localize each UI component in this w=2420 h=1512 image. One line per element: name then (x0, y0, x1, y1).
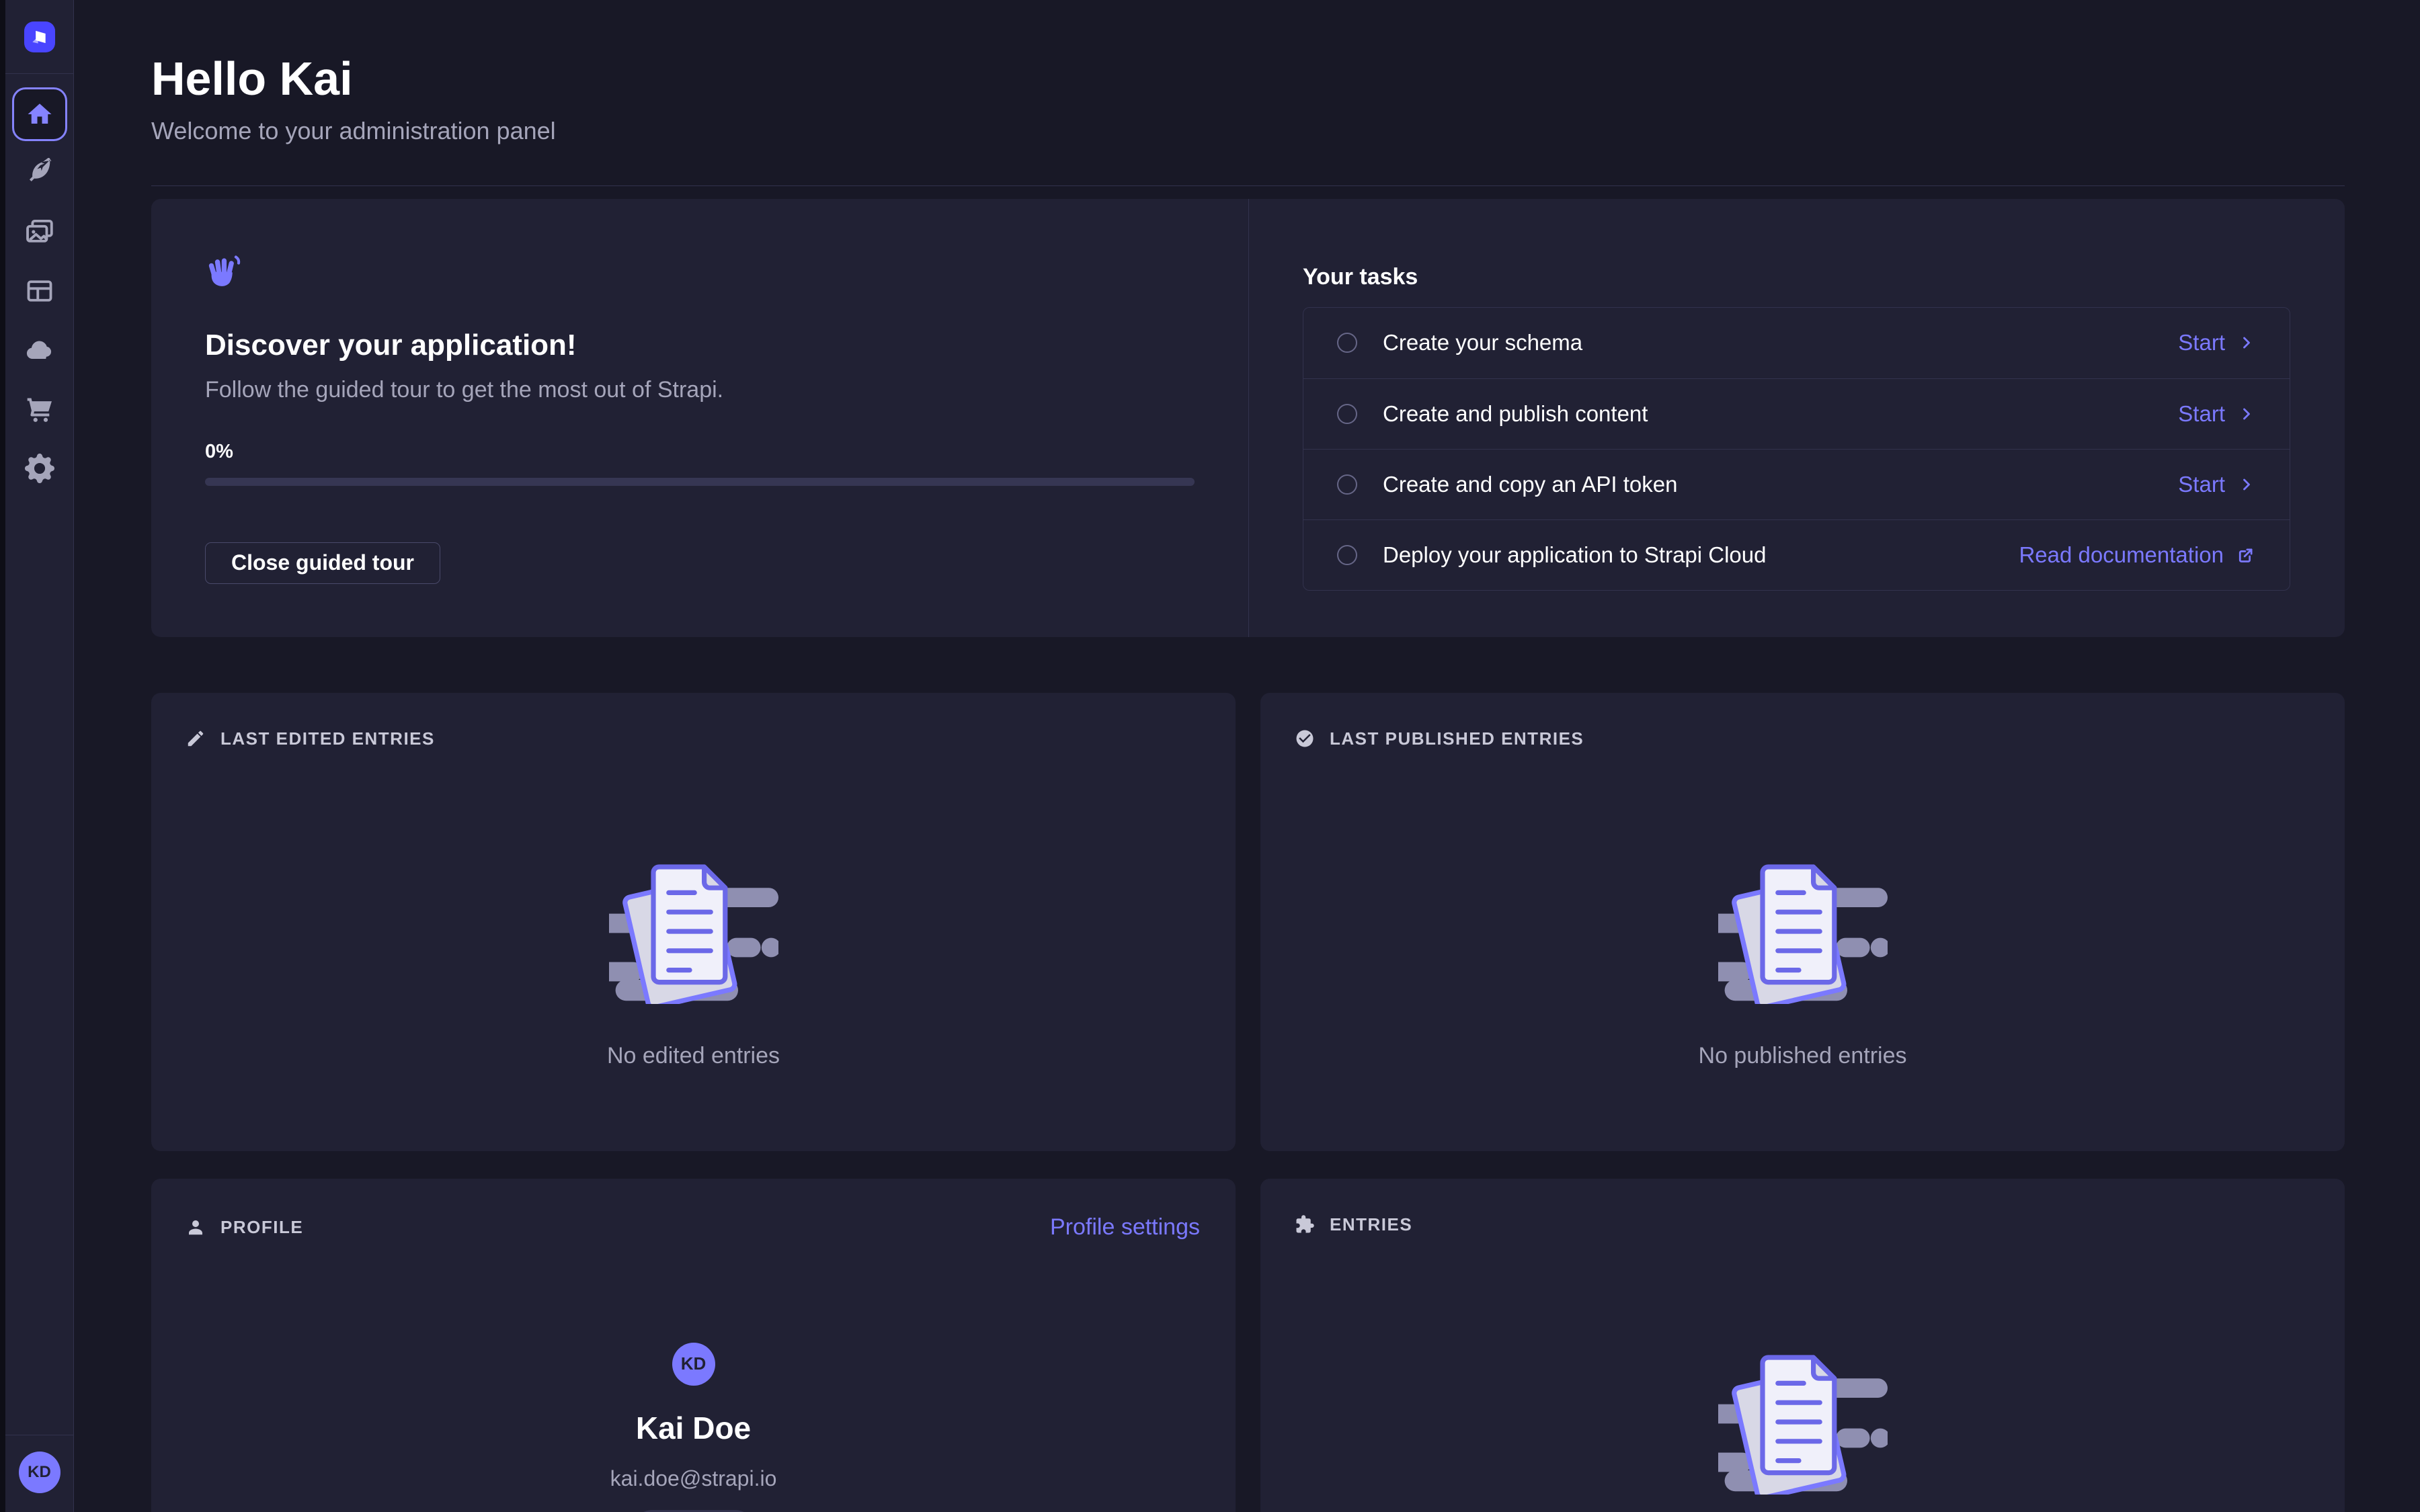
empty-documents-illustration (1718, 851, 1888, 1004)
cart-icon (25, 394, 54, 424)
sidebar-item-cloud[interactable] (17, 328, 62, 372)
waving-hand-icon (205, 251, 1195, 292)
task-action-label: Start (2178, 471, 2225, 497)
task-start-link[interactable]: Start (2178, 330, 2256, 355)
close-guided-tour-button[interactable]: Close guided tour (205, 542, 440, 584)
feather-icon (25, 158, 54, 187)
window-edge (0, 0, 5, 1512)
empty-state-text: No published entries (1698, 1042, 1907, 1068)
page-title: Hello Kai (151, 52, 353, 105)
tasks-list: Create your schema Start Create and publ… (1303, 306, 2290, 591)
profile-avatar-initials: KD (680, 1353, 707, 1374)
last-edited-entries-card: LAST EDITED ENTRIES (151, 692, 1236, 1151)
pencil-icon (186, 728, 206, 749)
strapi-logo[interactable] (5, 0, 73, 74)
guided-tour-title: Discover your application! (205, 328, 577, 362)
task-label: Deploy your application to Strapi Cloud (1383, 542, 1767, 567)
sidebar-item-content-type-builder[interactable] (17, 269, 62, 313)
strapi-logo-icon (24, 21, 55, 52)
tasks-section: Your tasks Create your schema Start (1248, 198, 2345, 637)
task-row-create-api-token[interactable]: Create and copy an API token Start (1303, 448, 2290, 519)
puzzle-icon (1295, 1214, 1315, 1234)
task-action-label: Start (2178, 401, 2225, 426)
profile-settings-link[interactable]: Profile settings (1050, 1214, 1200, 1240)
task-row-deploy-strapi-cloud[interactable]: Deploy your application to Strapi Cloud … (1303, 519, 2290, 590)
gear-icon (24, 454, 54, 483)
empty-state-text: No edited entries (606, 1042, 780, 1068)
profile-role-badge (632, 1509, 755, 1512)
check-circle-icon (1295, 728, 1315, 749)
chevron-right-icon (2237, 475, 2256, 494)
widget-title: PROFILE (220, 1216, 304, 1237)
entries-card: ENTRIES (1260, 1178, 2345, 1512)
sidebar-item-home[interactable] (11, 87, 67, 141)
header-divider (151, 185, 2345, 186)
widget-title: ENTRIES (1330, 1214, 1413, 1234)
sidebar-item-marketplace[interactable] (17, 387, 62, 431)
cloud-icon (24, 335, 55, 366)
profile-email: kai.doe@strapi.io (610, 1466, 777, 1490)
images-icon (25, 217, 54, 247)
sidebar: KD (5, 0, 74, 1512)
empty-documents-illustration (608, 851, 778, 1004)
task-status-circle-icon (1337, 403, 1357, 424)
chevron-right-icon (2237, 405, 2256, 423)
task-row-create-schema[interactable]: Create your schema Start (1303, 308, 2290, 378)
task-label: Create and publish content (1383, 401, 1648, 426)
task-status-circle-icon (1337, 474, 1357, 495)
task-action-label: Read documentation (2019, 542, 2224, 567)
widget-title: LAST PUBLISHED ENTRIES (1330, 728, 1584, 749)
chevron-right-icon (2237, 333, 2256, 352)
read-documentation-link[interactable]: Read documentation (2019, 542, 2256, 568)
page-subtitle: Welcome to your administration panel (151, 116, 556, 144)
user-avatar[interactable]: KD (18, 1452, 61, 1493)
progress-percent-label: 0% (205, 440, 233, 462)
task-status-circle-icon (1337, 544, 1357, 565)
profile-name: Kai Doe (635, 1410, 752, 1445)
profile-card: PROFILE Profile settings KD Kai Doe kai.… (151, 1178, 1236, 1512)
widgets-row-bottom: PROFILE Profile settings KD Kai Doe kai.… (151, 1178, 2345, 1512)
task-label: Create your schema (1383, 330, 1583, 355)
task-action-label: Start (2178, 330, 2225, 355)
main-content: Hello Kai Welcome to your administration… (74, 0, 2420, 1512)
sidebar-item-media-library[interactable] (17, 210, 62, 254)
task-start-link[interactable]: Start (2178, 401, 2256, 427)
tasks-title: Your tasks (1303, 263, 1418, 290)
guided-tour-section: Discover your application! Follow the gu… (151, 199, 1248, 637)
task-status-circle-icon (1337, 333, 1357, 353)
layout-icon (25, 276, 54, 306)
user-avatar-initials: KD (28, 1463, 51, 1481)
guided-tour-subtitle: Follow the guided tour to get the most o… (205, 376, 724, 403)
task-row-create-publish-content[interactable]: Create and publish content Start (1303, 378, 2290, 449)
progress-bar (205, 477, 1195, 486)
sidebar-item-settings[interactable] (17, 446, 62, 491)
person-icon (186, 1217, 206, 1237)
empty-documents-illustration (1718, 1341, 1888, 1495)
widgets-row-top: LAST EDITED ENTRIES (151, 692, 2345, 1151)
widget-title: LAST EDITED ENTRIES (220, 728, 435, 749)
guided-tour-panel: Discover your application! Follow the gu… (151, 198, 2345, 637)
profile-avatar: KD (672, 1342, 715, 1386)
last-published-entries-card: LAST PUBLISHED ENTRIES (1260, 692, 2345, 1151)
sidebar-item-content-manager[interactable] (17, 151, 62, 195)
task-start-link[interactable]: Start (2178, 472, 2256, 497)
task-label: Create and copy an API token (1383, 471, 1678, 497)
external-link-icon (2236, 545, 2256, 565)
home-icon (26, 100, 54, 128)
